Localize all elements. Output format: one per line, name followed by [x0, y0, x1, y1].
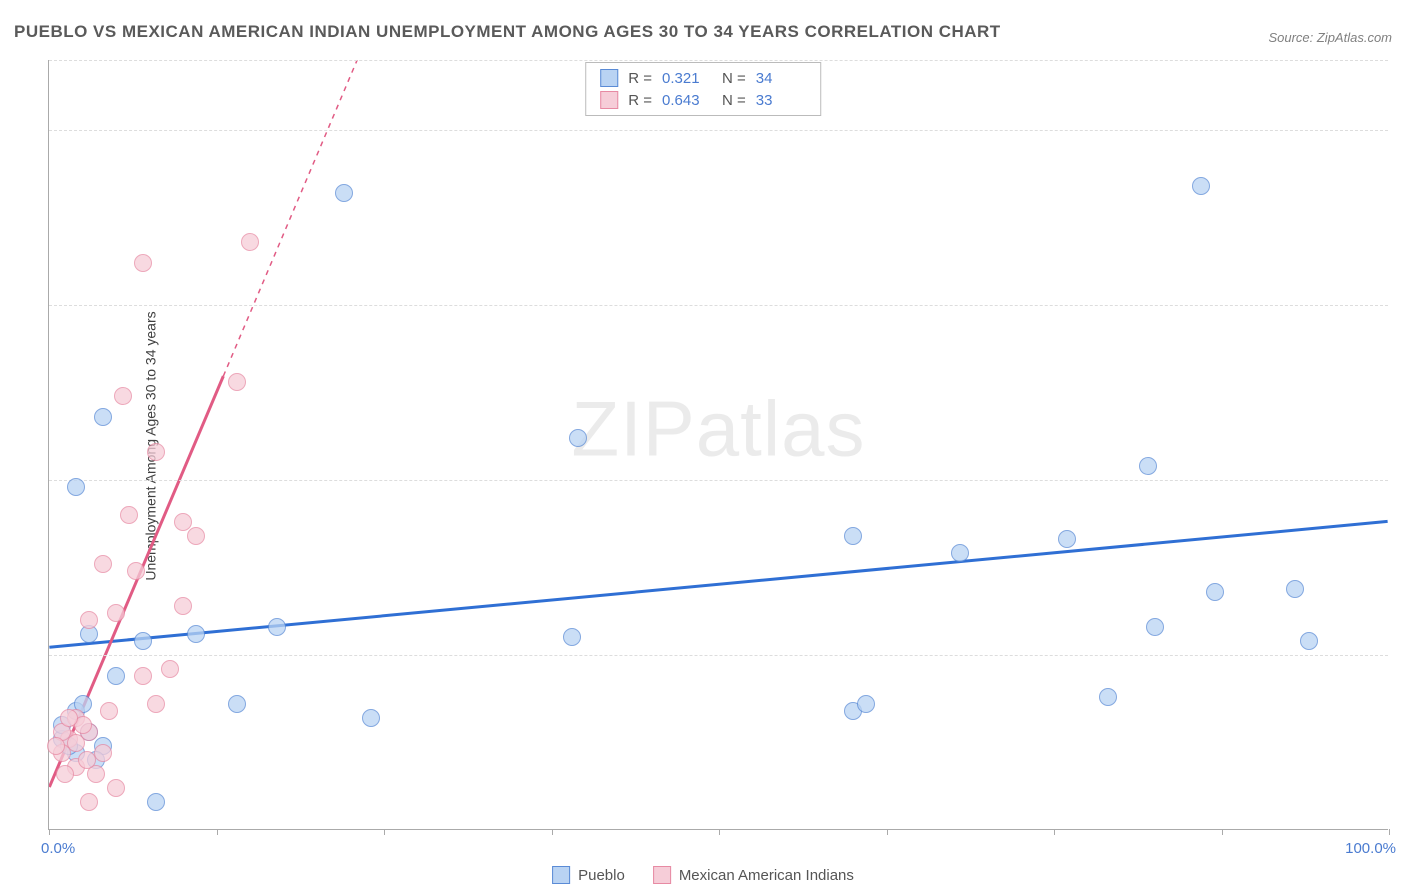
data-point [563, 628, 581, 646]
x-tick [1054, 829, 1055, 835]
data-point [78, 751, 96, 769]
watermark: ZIPatlas [571, 384, 865, 475]
legend-swatch [600, 69, 618, 87]
plot-area: ZIPatlas 12.5%25.0%37.5%50.0%0.0%100.0% [48, 60, 1388, 830]
data-point [844, 527, 862, 545]
series-legend-label: Pueblo [578, 867, 625, 884]
data-point [94, 408, 112, 426]
data-point [100, 702, 118, 720]
data-point [174, 597, 192, 615]
data-point [147, 695, 165, 713]
data-point [335, 184, 353, 202]
data-point [951, 544, 969, 562]
corr-legend-row: R =0.321N =34 [586, 67, 820, 89]
series-legend: Pueblo Mexican American Indians [552, 866, 854, 884]
data-point [80, 793, 98, 811]
gridline-horizontal [49, 305, 1388, 306]
data-point [187, 527, 205, 545]
data-point [1058, 530, 1076, 548]
data-point [94, 744, 112, 762]
data-point [1286, 580, 1304, 598]
gridline-horizontal [49, 60, 1388, 61]
data-point [228, 695, 246, 713]
data-point [569, 429, 587, 447]
x-tick-label-min: 0.0% [41, 840, 75, 857]
chart-title: PUEBLO VS MEXICAN AMERICAN INDIAN UNEMPL… [14, 22, 1001, 42]
data-point [1300, 632, 1318, 650]
data-point [1192, 177, 1210, 195]
data-point [1206, 583, 1224, 601]
legend-swatch [552, 866, 570, 884]
gridline-horizontal [49, 130, 1388, 131]
data-point [268, 618, 286, 636]
data-point [1146, 618, 1164, 636]
data-point [147, 443, 165, 461]
data-point [56, 765, 74, 783]
data-point [80, 611, 98, 629]
data-point [134, 667, 152, 685]
data-point [67, 478, 85, 496]
data-point [120, 506, 138, 524]
x-tick [887, 829, 888, 835]
series-legend-item: Mexican American Indians [653, 866, 854, 884]
data-point [147, 793, 165, 811]
gridline-horizontal [49, 480, 1388, 481]
series-legend-item: Pueblo [552, 866, 625, 884]
source-attribution: Source: ZipAtlas.com [1268, 30, 1392, 45]
data-point [134, 254, 152, 272]
trend-lines-layer [49, 60, 1388, 829]
x-tick [217, 829, 218, 835]
legend-swatch [653, 866, 671, 884]
series-legend-label: Mexican American Indians [679, 867, 854, 884]
data-point [362, 709, 380, 727]
gridline-horizontal [49, 655, 1388, 656]
data-point [241, 233, 259, 251]
chart-container: PUEBLO VS MEXICAN AMERICAN INDIAN UNEMPL… [0, 0, 1406, 892]
x-tick [719, 829, 720, 835]
data-point [174, 513, 192, 531]
data-point [114, 387, 132, 405]
data-point [107, 779, 125, 797]
legend-swatch [600, 91, 618, 109]
data-point [67, 734, 85, 752]
x-tick-label-max: 100.0% [1345, 840, 1396, 857]
data-point [94, 555, 112, 573]
x-tick [384, 829, 385, 835]
x-tick [1222, 829, 1223, 835]
data-point [228, 373, 246, 391]
x-tick [1389, 829, 1390, 835]
data-point [134, 632, 152, 650]
data-point [1099, 688, 1117, 706]
data-point [161, 660, 179, 678]
data-point [857, 695, 875, 713]
data-point [107, 667, 125, 685]
data-point [1139, 457, 1157, 475]
data-point [107, 604, 125, 622]
data-point [187, 625, 205, 643]
corr-legend-row: R =0.643N =33 [586, 89, 820, 111]
data-point [47, 737, 65, 755]
x-tick [552, 829, 553, 835]
correlation-legend: R =0.321N =34R =0.643N =33 [585, 62, 821, 116]
x-tick [49, 829, 50, 835]
data-point [60, 709, 78, 727]
data-point [127, 562, 145, 580]
